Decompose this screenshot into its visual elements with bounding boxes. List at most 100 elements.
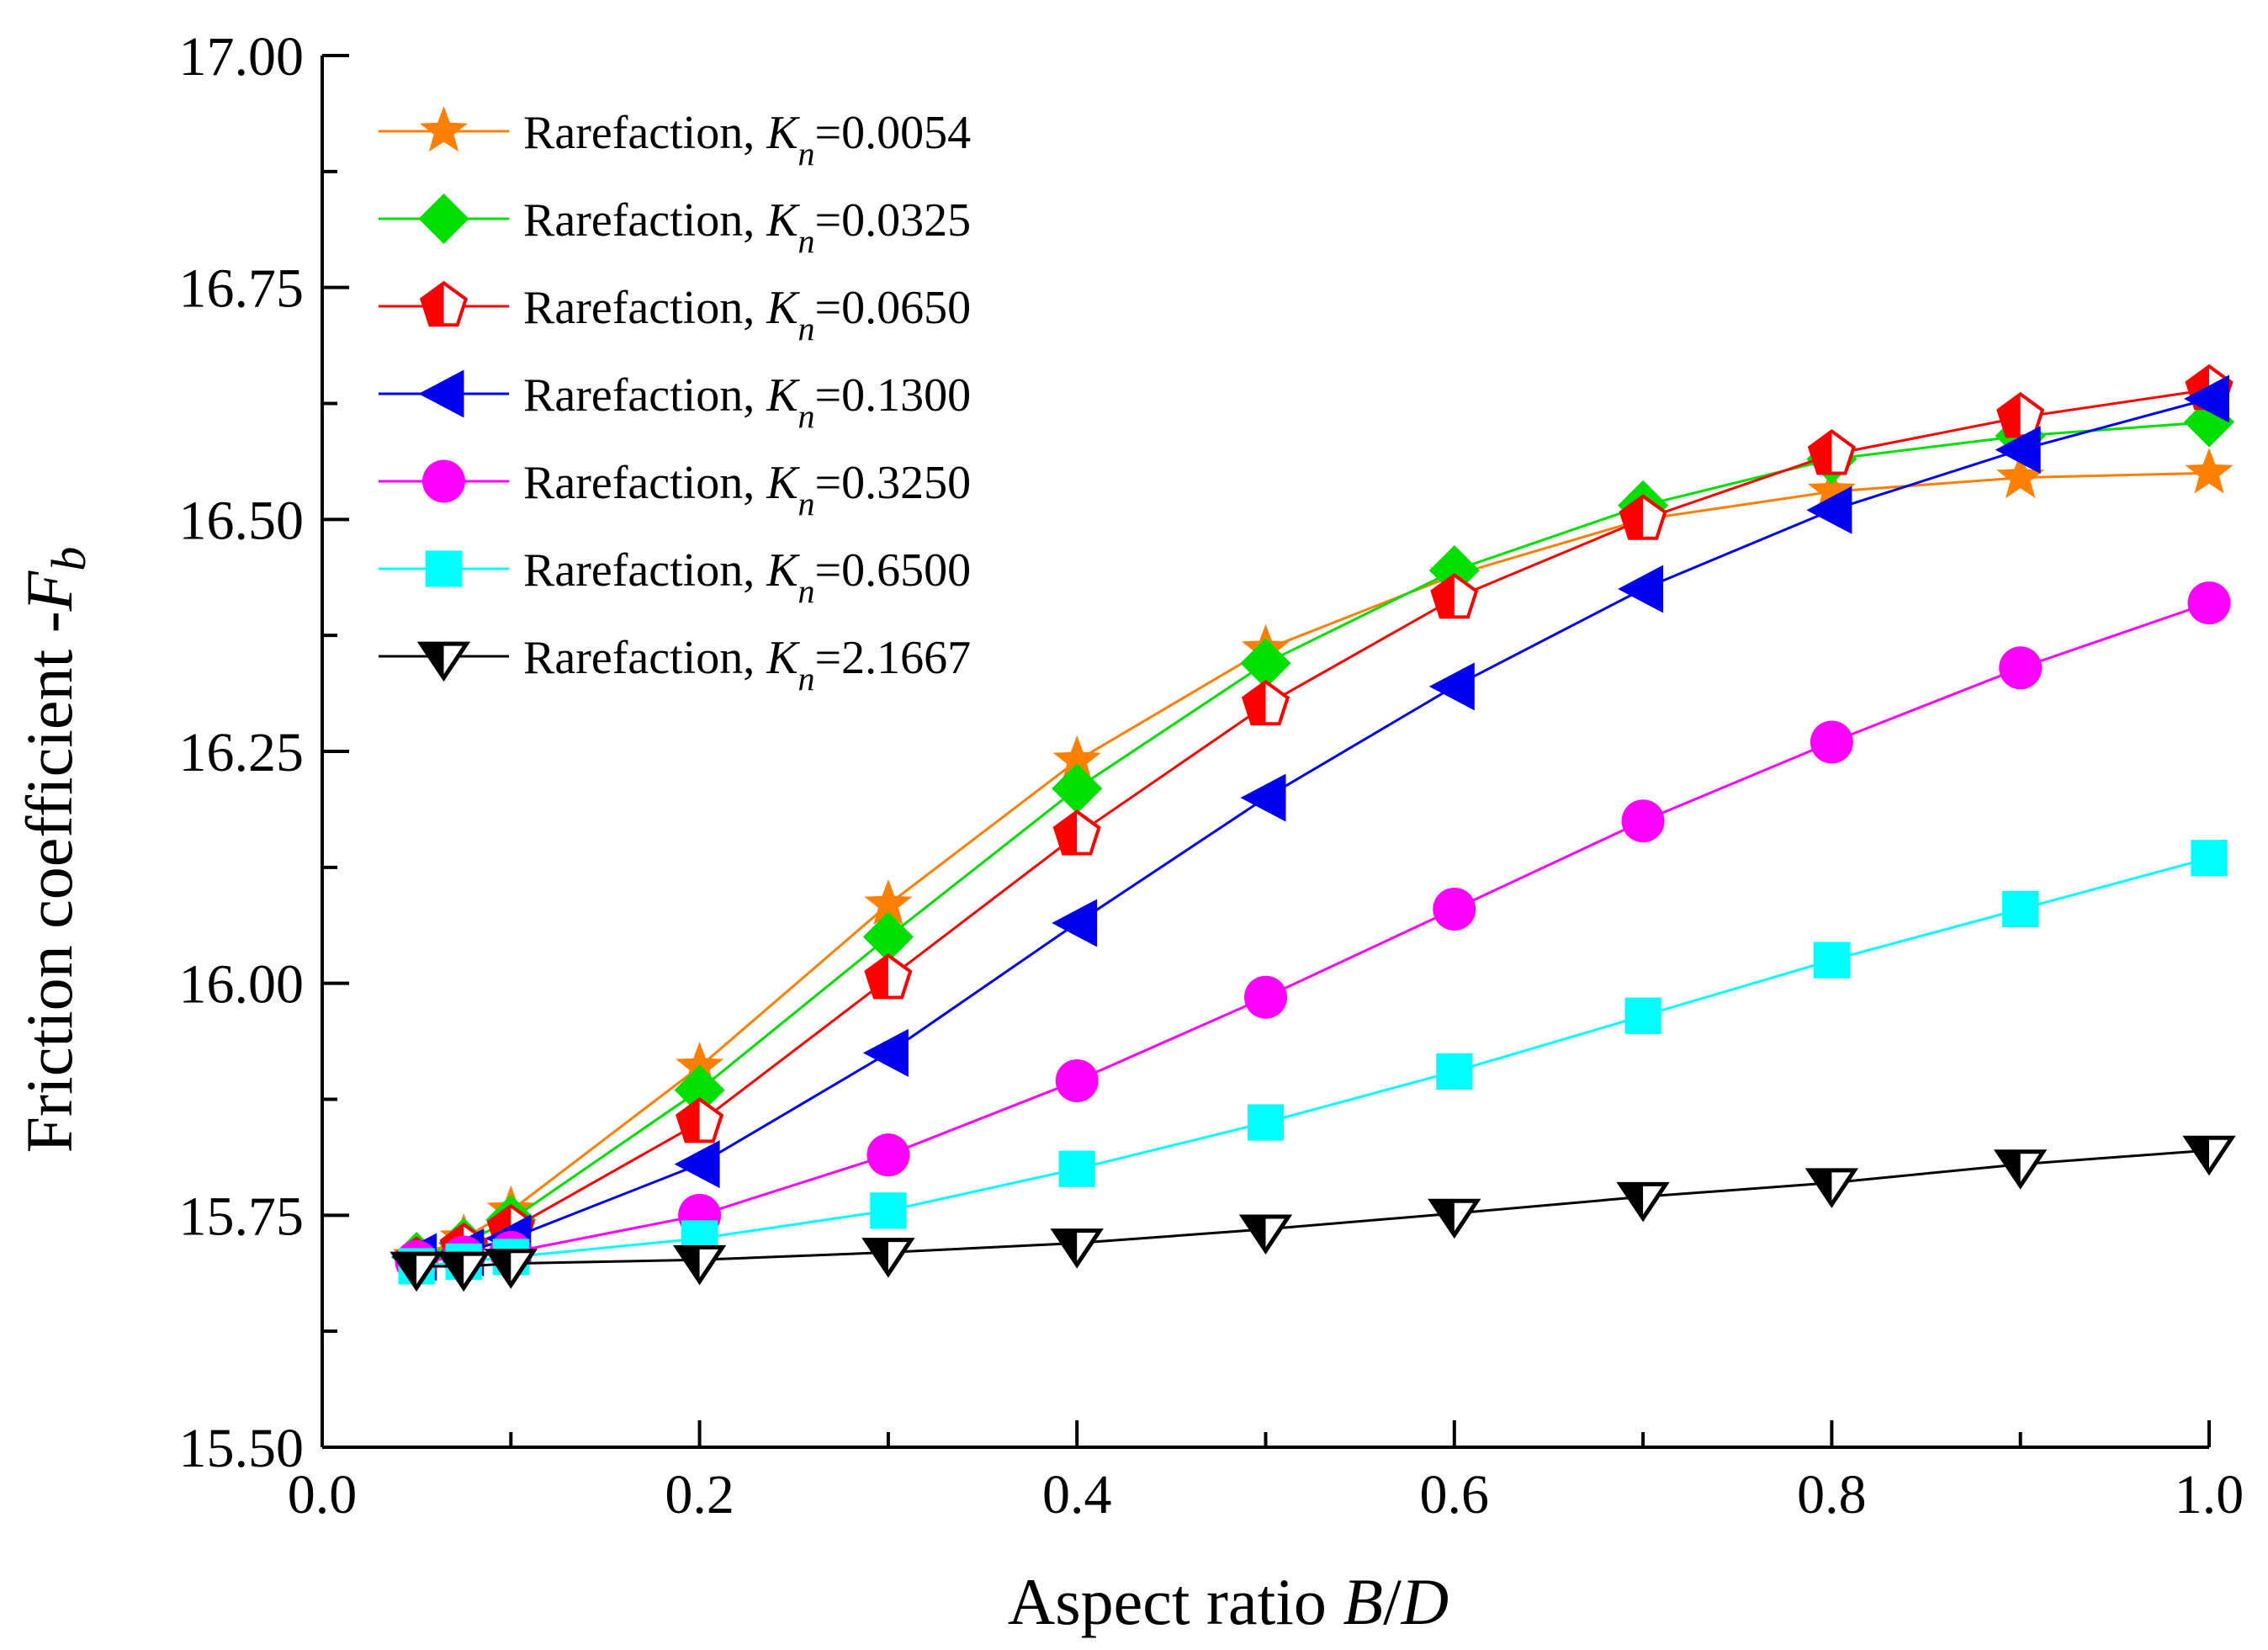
star-marker-shape	[864, 878, 913, 926]
data-point	[2002, 890, 2039, 928]
series-6	[389, 1135, 2236, 1292]
triangle-down-marker-fill	[394, 1254, 417, 1288]
pentagon-marker-fill	[866, 955, 888, 998]
data-point	[1433, 887, 1476, 931]
y-tick-label: 17.00	[179, 26, 305, 88]
x-tick-label: 0.0	[288, 1464, 358, 1525]
triangle-left-marker-shape	[2184, 374, 2229, 423]
data-point	[674, 1140, 720, 1189]
triangle-left-marker-shape	[418, 369, 464, 418]
data-point	[1238, 1214, 1293, 1255]
triangle-left-marker-shape	[862, 1028, 909, 1077]
triangle-left-marker-shape	[1428, 662, 1475, 711]
circle-marker-shape	[1999, 646, 2043, 690]
data-point	[1619, 494, 1667, 540]
x-tick-label: 0.8	[1797, 1464, 1867, 1525]
diamond-marker-shape	[1240, 638, 1291, 689]
data-point	[1052, 735, 1101, 782]
legend-entry-6: Rarefaction, Kn=2.1667	[379, 632, 971, 698]
pentagon-marker-fill	[1055, 811, 1078, 854]
legend-label: Rarefaction, Kn=0.0325	[523, 194, 971, 260]
pentagon-marker-fill	[1620, 496, 1644, 539]
data-point	[2187, 581, 2231, 625]
pentagon-marker-fill	[677, 1099, 700, 1142]
legend-marker	[425, 550, 463, 587]
legend-label: Rarefaction, Kn=0.3250	[523, 457, 971, 523]
square-marker-shape	[1813, 942, 1850, 979]
circle-marker-shape	[1055, 1058, 1099, 1102]
triangle-left-marker-shape	[1240, 773, 1286, 822]
triangle-left-marker-shape	[1052, 899, 1098, 947]
diamond-marker-shape	[1052, 763, 1103, 814]
star-marker-shape	[2185, 448, 2234, 494]
data-point	[864, 953, 913, 1000]
data-point	[862, 911, 914, 963]
diamond-marker-shape	[674, 1064, 725, 1116]
triangle-left-marker-shape	[674, 1140, 720, 1189]
data-point	[1995, 426, 2041, 475]
data-point	[389, 1251, 443, 1292]
data-point	[1616, 1181, 1670, 1223]
pentagon-marker-fill	[1998, 394, 2021, 437]
legend-marker	[419, 280, 469, 327]
data-point	[1052, 899, 1098, 947]
legend-entry-0: Rarefaction, Kn=0.0054	[379, 106, 971, 172]
data-point	[1804, 1168, 1859, 1208]
circle-marker-shape	[1621, 799, 1665, 843]
legend-entry-5: Rarefaction, Kn=0.6500	[379, 544, 971, 610]
data-point	[1428, 1198, 1481, 1239]
y-tick-label: 16.75	[179, 258, 305, 320]
x-tick-label: 0.4	[1042, 1464, 1112, 1525]
triangle-down-marker-fill	[1054, 1230, 1078, 1265]
triangle-down-marker-fill	[441, 1254, 464, 1288]
data-point	[1240, 773, 1286, 822]
triangle-down-marker-fill	[488, 1250, 511, 1286]
triangle-down-marker-fill	[1620, 1184, 1644, 1218]
triangle-down-marker-fill	[865, 1239, 888, 1275]
x-axis-label: Aspect ratio B/D	[1008, 1565, 1449, 1638]
star-marker-shape	[1996, 452, 2045, 498]
data-point	[2185, 448, 2234, 494]
diamond-marker-shape	[418, 194, 469, 244]
data-point	[437, 1251, 490, 1292]
data-point	[1810, 720, 1853, 764]
square-marker-shape	[2002, 890, 2039, 928]
legend-entry-2: Rarefaction, Kn=0.0650	[379, 280, 971, 348]
triangle-down-marker-fill	[1243, 1217, 1266, 1251]
data-point	[1244, 975, 1287, 1019]
y-axis-label: Friction coefficient -Fb	[13, 547, 96, 1154]
legend-label: Rarefaction, Kn=0.0054	[523, 107, 971, 172]
data-point	[1052, 809, 1101, 856]
triangle-left-marker-shape	[1806, 485, 1852, 534]
star-marker-shape	[676, 1041, 724, 1088]
circle-marker-shape	[1810, 720, 1853, 764]
star-marker-shape	[1807, 466, 1856, 512]
triangle-down-marker-fill	[676, 1247, 700, 1281]
square-marker-shape	[1436, 1053, 1473, 1090]
legend: Rarefaction, Kn=0.0054 Rarefaction, Kn=0.…	[379, 106, 971, 698]
x-tick-label: 1.0	[2175, 1464, 2244, 1525]
legend-marker	[418, 194, 469, 244]
legend-entry-4: Rarefaction, Kn=0.3250	[379, 457, 971, 523]
y-tick-label: 16.50	[179, 490, 305, 551]
y-tick-label: 16.00	[179, 954, 305, 1016]
legend-marker	[422, 459, 465, 503]
legend-entry-1: Rarefaction, Kn=0.0325	[379, 194, 971, 260]
x-tick-label: 0.2	[665, 1464, 734, 1525]
triangle-down-marker-fill	[1997, 1151, 2021, 1186]
data-point	[1624, 997, 1661, 1034]
data-point	[1241, 679, 1290, 726]
triangle-down-marker-fill	[421, 644, 444, 678]
diamond-marker-shape	[862, 911, 914, 963]
data-point	[1240, 638, 1291, 689]
triangle-down-marker-fill	[1431, 1201, 1455, 1235]
data-point	[1813, 942, 1850, 979]
circle-marker-shape	[1244, 975, 1287, 1019]
circle-marker-shape	[2187, 581, 2231, 625]
legend-label: Rarefaction, Kn=2.1667	[523, 632, 971, 698]
data-point	[1428, 662, 1475, 711]
pentagon-marker-fill	[1432, 575, 1455, 618]
legend-label: Rarefaction, Kn=0.0650	[523, 282, 971, 348]
x-tick-label: 0.6	[1420, 1464, 1490, 1525]
